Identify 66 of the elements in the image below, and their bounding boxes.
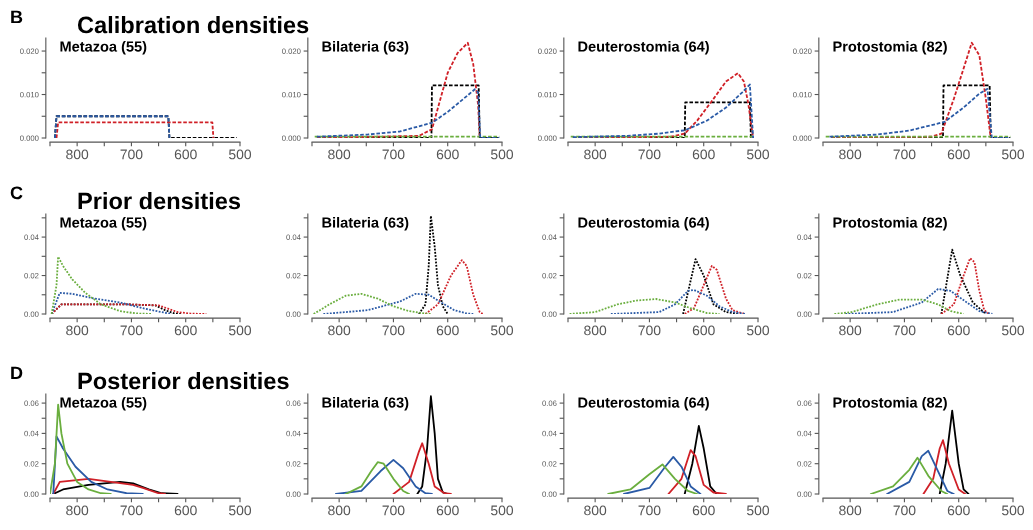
x-tick-label: 500 <box>490 505 514 516</box>
chart-title: Protostomia (82) <box>833 41 947 55</box>
chart-title: Deuterostomia (64) <box>578 397 709 411</box>
x-tick-label: 800 <box>66 325 89 336</box>
chart-title: Metazoa (55) <box>60 41 147 55</box>
x-tick-label: 700 <box>893 505 916 516</box>
text: Calibration densities <box>77 16 309 34</box>
chart-title: Metazoa (55) <box>60 217 147 231</box>
x-tick-label: 500 <box>490 149 514 160</box>
x-tick-label: 500 <box>746 325 770 336</box>
x-tick-label: 800 <box>66 149 89 160</box>
x-tick-label: 600 <box>174 505 197 516</box>
text: B <box>11 10 23 24</box>
x-tick-label: 700 <box>638 505 661 516</box>
chart-title: Metazoa (55) <box>60 397 147 411</box>
x-tick-label: 700 <box>120 505 143 516</box>
x-tick-label: 600 <box>436 505 459 516</box>
x-tick-label: 500 <box>746 149 770 160</box>
x-tick-label: 600 <box>947 505 970 516</box>
chart-title: Deuterostomia (64) <box>578 217 709 231</box>
chart-title: Bilateria (63) <box>322 217 409 231</box>
chart-title: Protostomia (82) <box>833 217 947 231</box>
x-tick-label: 800 <box>328 325 351 336</box>
x-tick-label: 700 <box>382 149 405 160</box>
x-tick-label: 700 <box>893 325 916 336</box>
x-tick-label: 600 <box>947 325 970 336</box>
x-tick-label: 500 <box>1001 325 1025 336</box>
x-tick-label: 800 <box>66 505 89 516</box>
x-tick-label: 600 <box>692 149 715 160</box>
x-tick-label: 600 <box>174 325 197 336</box>
x-tick-label: 600 <box>174 149 197 160</box>
x-tick-label: 500 <box>746 505 770 516</box>
x-tick-label: 800 <box>584 505 607 516</box>
x-tick-label: 500 <box>1001 149 1025 160</box>
x-tick-label: 800 <box>328 505 351 516</box>
text: D <box>11 366 23 380</box>
x-tick-label: 700 <box>893 149 916 160</box>
text: Prior densities <box>78 192 241 210</box>
x-tick-label: 700 <box>382 505 405 516</box>
x-tick-label: 500 <box>228 149 252 160</box>
x-tick-label: 800 <box>584 149 607 160</box>
x-tick-label: 800 <box>839 325 862 336</box>
x-tick-label: 500 <box>1001 505 1025 516</box>
x-tick-label: 600 <box>692 325 715 336</box>
chart-title: Bilateria (63) <box>322 41 409 55</box>
x-tick-label: 500 <box>490 325 514 336</box>
x-tick-label: 500 <box>228 505 252 516</box>
x-tick-label: 700 <box>120 325 143 336</box>
x-tick-label: 600 <box>692 505 715 516</box>
x-tick-label: 700 <box>638 149 661 160</box>
chart-title: Protostomia (82) <box>833 397 947 411</box>
x-tick-label: 800 <box>584 325 607 336</box>
x-tick-label: 800 <box>839 505 862 516</box>
text: C <box>10 186 23 200</box>
chart-title: Bilateria (63) <box>322 397 409 411</box>
x-tick-label: 700 <box>382 325 405 336</box>
x-tick-label: 500 <box>228 325 252 336</box>
x-tick-label: 700 <box>120 149 143 160</box>
x-tick-label: 600 <box>436 325 459 336</box>
x-tick-label: 700 <box>638 325 661 336</box>
chart-title: Deuterostomia (64) <box>578 41 709 55</box>
x-tick-label: 800 <box>839 149 862 160</box>
x-tick-label: 600 <box>947 149 970 160</box>
text: Posterior densities <box>78 372 289 390</box>
x-tick-label: 600 <box>436 149 459 160</box>
x-tick-label: 800 <box>328 149 351 160</box>
